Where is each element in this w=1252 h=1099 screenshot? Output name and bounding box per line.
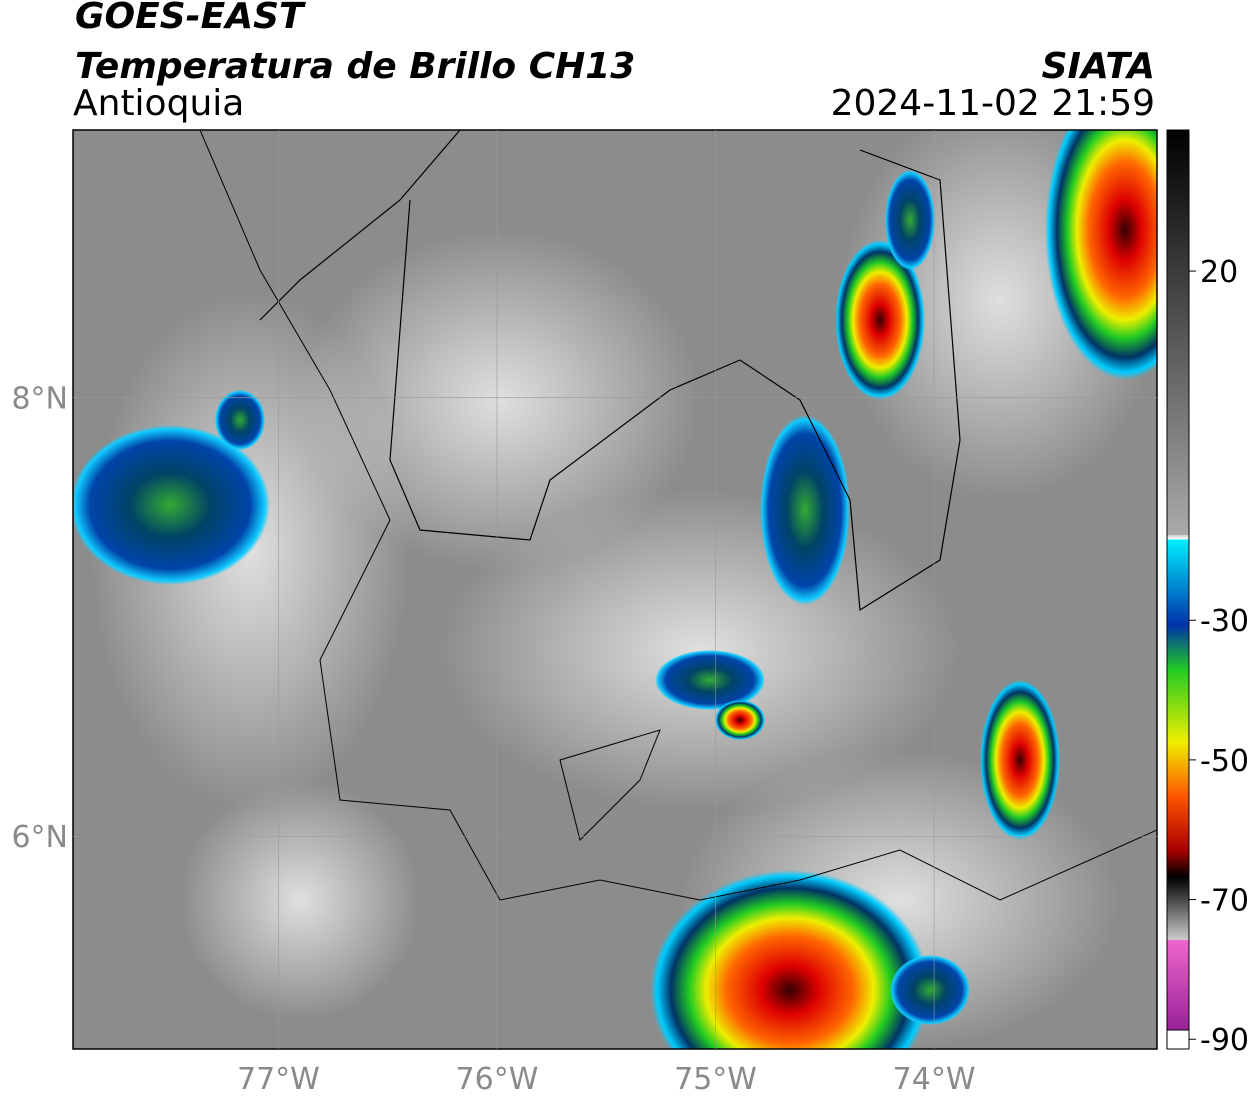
colorbar-tick-label: -30 (1200, 604, 1249, 639)
x-tick-label: 76°W (456, 1062, 539, 1097)
axes: 77°W 76°W 75°W 74°W 6°N 8°N 20 -30 -50 -70 -90 (11, 130, 1249, 1097)
x-tick-label: 75°W (674, 1062, 757, 1097)
colorbar-tick-label: -90 (1200, 1023, 1249, 1058)
colorbar-under (1166, 1029, 1190, 1050)
datetime: 2024-11-02 21:59 (831, 83, 1155, 124)
map-frame (72, 129, 1158, 1050)
colorbar-tick-label: 20 (1200, 255, 1238, 290)
colorbar-tick-label: -50 (1200, 744, 1249, 779)
colorbar-frame (1166, 129, 1190, 1050)
subtitle: Temperatura de Brillo CH13 (75, 46, 635, 87)
title: GOES-EAST (75, 0, 306, 37)
colorbar-tick-label: -70 (1200, 884, 1249, 919)
x-tick-label: 77°W (237, 1062, 320, 1097)
colorbar (1167, 130, 1189, 1030)
y-tick-label: 6°N (11, 820, 68, 855)
source: SIATA (1042, 46, 1155, 87)
region: Antioquia (73, 83, 244, 124)
x-tick-label: 74°W (893, 1062, 976, 1097)
satellite-image (73, 130, 1157, 1049)
y-tick-label: 8°N (11, 382, 68, 417)
